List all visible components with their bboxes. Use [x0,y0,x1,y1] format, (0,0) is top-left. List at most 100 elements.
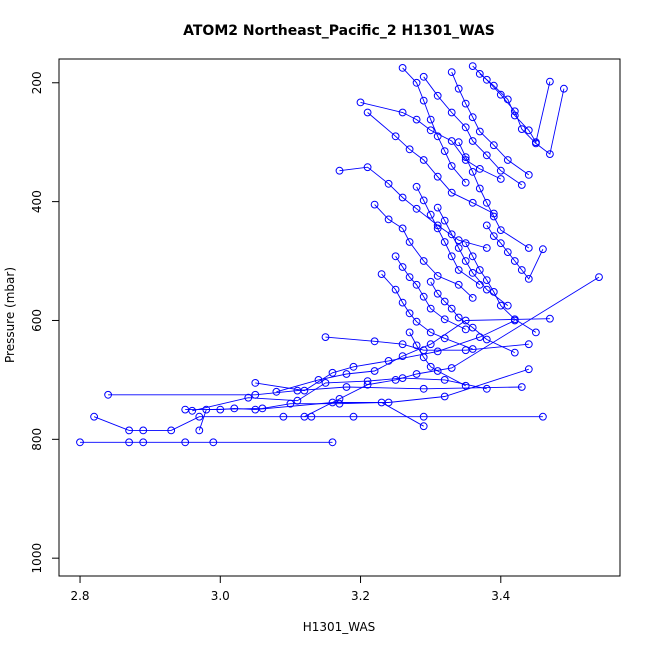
data-point [440,392,449,401]
data-point [475,165,484,173]
data-point [532,328,540,337]
series-line [395,256,466,330]
data-point [489,212,498,221]
data-point [546,150,554,159]
series-line [192,377,487,412]
data-point [370,367,379,375]
series-line [93,416,543,431]
data-point [377,270,386,279]
data-point [398,352,407,361]
data-point [433,91,442,100]
data-point [419,412,428,421]
data-point [398,224,407,233]
data-point [104,390,112,399]
series-3 [104,383,526,399]
data-point [475,266,484,274]
data-point [440,315,449,324]
series-18 [405,328,470,390]
data-point [412,182,421,191]
data-point [419,353,428,362]
data-point [489,288,498,296]
series-12 [356,98,505,183]
data-point [524,340,533,349]
data-point [433,367,442,375]
data-point [475,184,484,193]
series-line [381,273,473,350]
data-point [454,236,463,245]
series-line [367,112,495,214]
data-point [398,108,407,117]
data-point [447,108,456,117]
data-point [440,147,449,156]
data-point [482,285,491,294]
data-point [468,323,477,332]
data-point [195,426,204,435]
data-point [426,115,435,124]
data-point [468,168,477,176]
data-point [595,273,603,282]
data-point [447,252,456,261]
series-17 [398,64,470,187]
data-point [76,438,84,447]
data-point [482,276,491,285]
data-point [384,179,393,188]
data-point [412,280,421,289]
series-line [304,276,600,418]
data-point [419,96,428,105]
data-point [426,340,435,349]
data-point [440,376,449,384]
x-axis-label: H1301_WAS [303,620,376,634]
data-point [468,294,477,302]
data-point [510,315,519,324]
data-point [412,341,421,350]
data-point [447,68,456,76]
data-point [517,181,526,189]
data-point [370,200,379,209]
series-25 [461,239,540,337]
series-13 [363,108,498,218]
data-point [468,252,477,261]
data-point [496,166,505,175]
data-point [279,412,288,421]
series-15 [377,270,477,353]
series-line [198,402,424,431]
series-line [255,320,515,392]
data-point [496,301,505,310]
data-point [230,404,239,413]
series-24 [454,138,533,252]
data-point [546,314,554,323]
data-point [475,70,484,78]
series-21 [426,277,519,357]
data-point [475,127,484,136]
data-point [510,257,519,265]
data-point [468,113,477,122]
data-point [461,325,470,334]
data-point [419,292,428,301]
data-point [496,239,505,248]
series-line [458,142,530,249]
data-point [419,72,428,81]
data-point [447,364,456,372]
data-point [433,224,442,233]
data-point [328,368,337,377]
chart-title: ATOM2 Northeast_Pacific_2 H1301_WAS [183,23,495,39]
x-tick-label: 3.2 [351,589,370,603]
data-point [546,77,554,86]
data-point [125,426,134,435]
series-line [430,281,515,354]
data-point [349,362,358,371]
data-point [517,266,526,274]
data-point [391,285,400,294]
data-point [482,335,491,344]
y-axis-label: Pressure (mbar) [3,267,17,363]
data-point [503,156,512,164]
data-point [398,340,407,349]
data-point [300,386,309,395]
data-point [90,412,98,421]
x-axis: 2.8 3.0 3.2 3.4 [70,576,510,603]
data-point [405,145,414,154]
data-point [342,370,351,378]
series-9 [300,273,603,421]
series-5 [195,398,428,435]
